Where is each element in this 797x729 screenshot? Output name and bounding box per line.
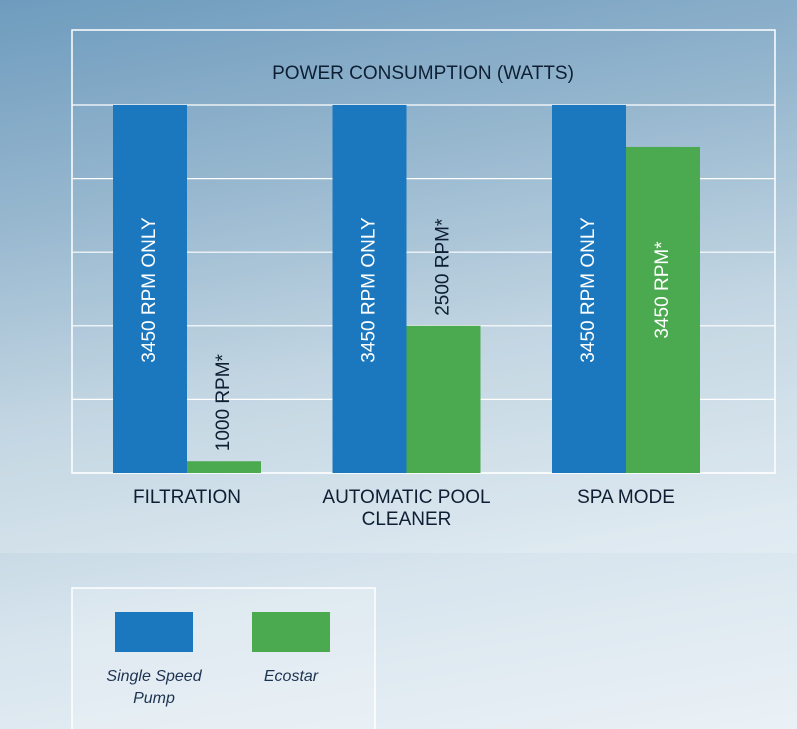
bar-label: 1000 RPM*	[213, 353, 234, 451]
page: POWER CONSUMPTION (WATTS) 3450 RPM ONLY 1…	[0, 0, 797, 729]
x-tick-label: FILTRATION	[87, 487, 287, 509]
x-tick-label: AUTOMATIC POOL CLEANER	[307, 487, 507, 531]
bar-label: 3450 RPM ONLY	[578, 217, 599, 363]
legend-label: Ecostar	[226, 666, 356, 688]
x-tick-label: SPA MODE	[526, 487, 726, 509]
bar-label: 3450 RPM ONLY	[359, 217, 380, 363]
legend-swatch	[115, 612, 193, 652]
chart-title: POWER CONSUMPTION (WATTS)	[272, 63, 574, 84]
bar-label: 2500 RPM*	[433, 218, 454, 316]
legend-swatch	[252, 612, 330, 652]
bar-label: 3450 RPM ONLY	[139, 217, 160, 363]
chart: POWER CONSUMPTION (WATTS) 3450 RPM ONLY 1…	[0, 0, 797, 729]
bar-label: 3450 RPM*	[652, 241, 673, 339]
bar	[187, 461, 261, 473]
legend-label: Single Speed Pump	[89, 666, 219, 710]
bar	[407, 326, 481, 473]
